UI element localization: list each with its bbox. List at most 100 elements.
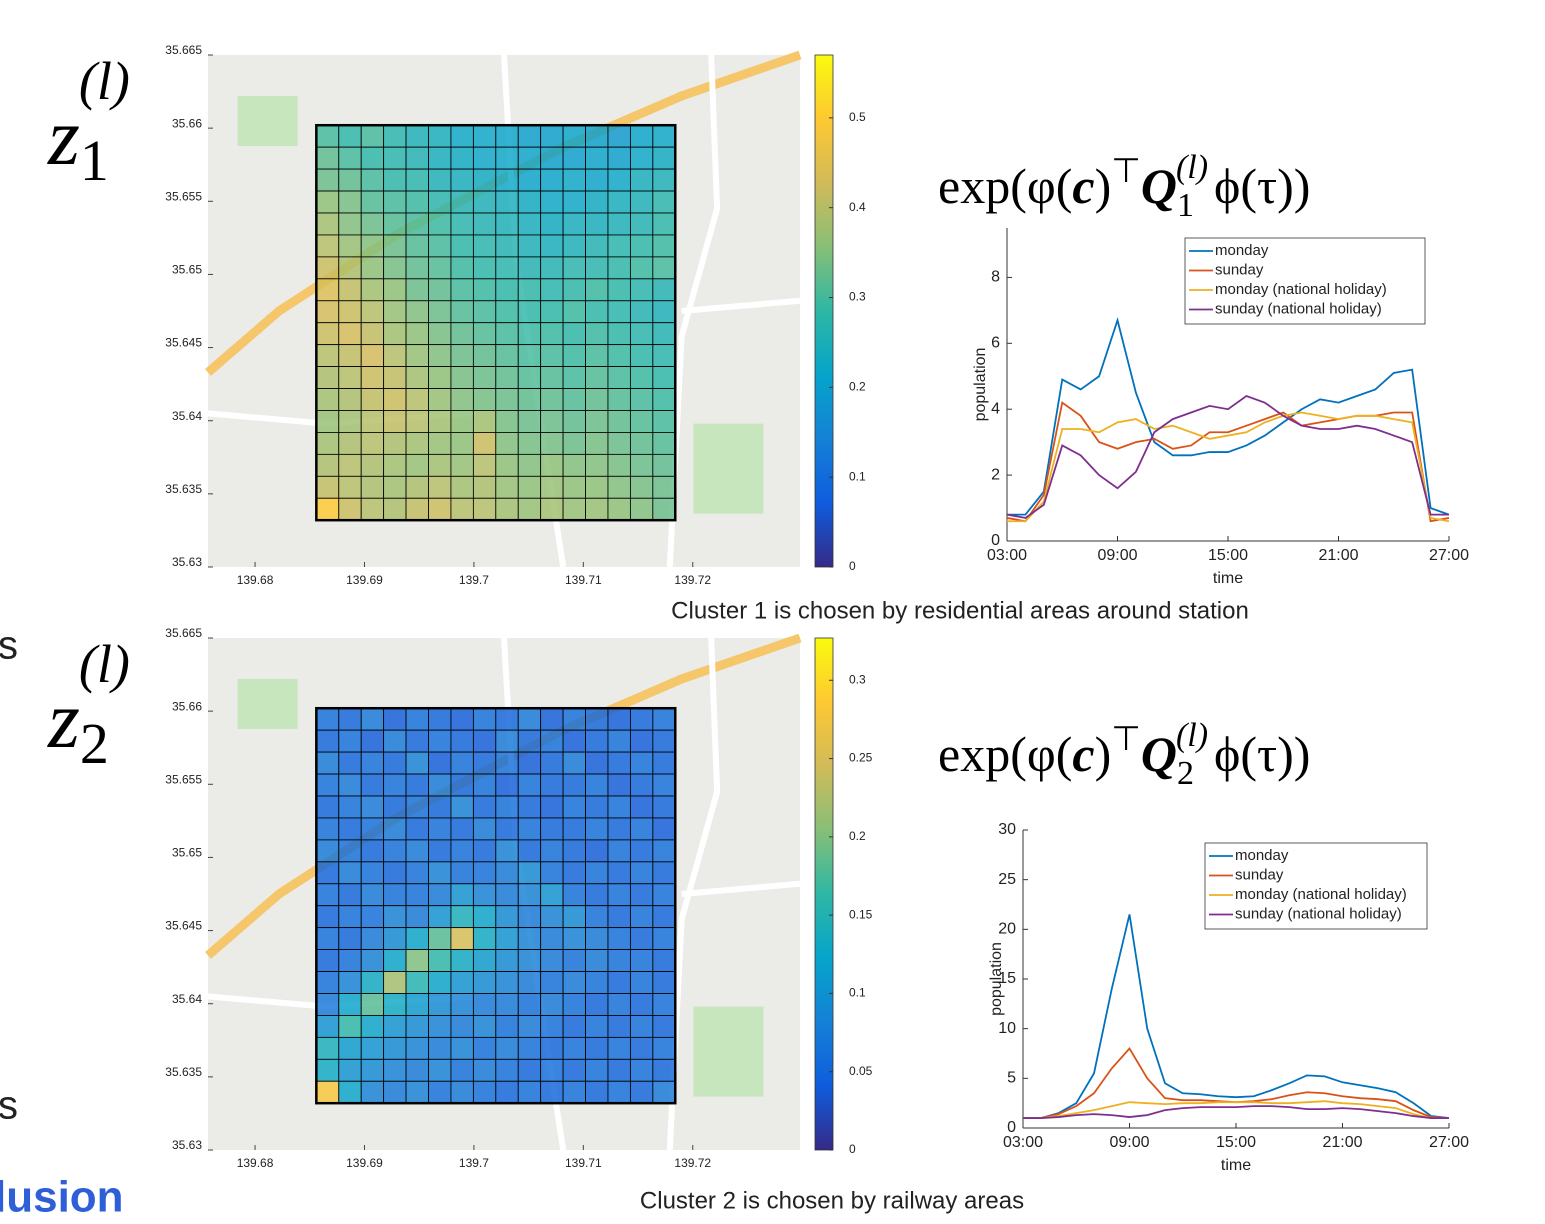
heat-cell (428, 707, 452, 731)
heat-cell (405, 322, 429, 346)
heat-cell (607, 1058, 631, 1082)
heat-cell (629, 388, 654, 411)
series-line (1006, 395, 1449, 519)
heat-cell (607, 388, 631, 411)
heat-cell (450, 168, 474, 192)
heat-cell (562, 344, 586, 367)
label-sub: 2 (80, 711, 109, 776)
heat-cell (652, 1058, 676, 1082)
heat-cell (315, 795, 340, 819)
heat-cell (315, 1036, 340, 1060)
heat-cell (405, 278, 429, 302)
formula-part: exp( (938, 158, 1027, 214)
formula-part: ⊤ (1111, 153, 1141, 190)
heat-cell (315, 212, 340, 236)
heat-cell (383, 366, 407, 389)
heat-cell (450, 861, 474, 885)
heat-cell (585, 905, 609, 929)
park (237, 95, 298, 146)
heat-cell (562, 1058, 586, 1082)
heat-cell (540, 949, 564, 972)
heat-cell (585, 497, 609, 521)
heat-cell (495, 1080, 519, 1104)
x-tick-label: 27:00 (1429, 547, 1469, 564)
heat-cell (517, 729, 542, 753)
heat-cell (360, 751, 385, 775)
colorbar-tick-label: 0.3 (849, 672, 866, 686)
heat-cell (652, 410, 676, 433)
heat-cell (338, 993, 362, 1016)
heat-cell (338, 234, 362, 258)
heat-cell (585, 993, 609, 1016)
heat-cell (562, 366, 586, 389)
heat-cell (607, 927, 631, 950)
heat-cell (472, 366, 497, 389)
heat-cell (450, 773, 474, 797)
heat-cell (315, 168, 340, 192)
heat-cell (629, 1058, 654, 1082)
heat-cell (585, 366, 609, 389)
heat-cell (472, 1080, 497, 1104)
heat-cell (428, 905, 452, 929)
heat-cell (338, 124, 362, 148)
heat-cell (360, 707, 385, 731)
heat-cell (540, 1015, 564, 1038)
legend-label: monday (national holiday) (1215, 281, 1387, 298)
heat-cell (495, 432, 519, 455)
heat-cell (517, 883, 542, 907)
heat-cell (450, 497, 474, 521)
heat-cell (629, 300, 654, 324)
heat-cell (495, 410, 519, 433)
label-sup: (l) (79, 51, 130, 111)
heat-cell (495, 366, 519, 389)
heat-cell (629, 949, 654, 972)
heat-cell (360, 1080, 385, 1104)
heat-cell (540, 344, 564, 367)
heat-cell (562, 971, 586, 994)
x-tick-label: 21:00 (1318, 547, 1358, 564)
heat-cell (562, 751, 586, 775)
heat-cell (562, 212, 586, 236)
x-tick-label: 15:00 (1216, 1134, 1256, 1151)
heat-cell (338, 366, 362, 389)
heat-cell (383, 453, 407, 477)
heat-cell (652, 453, 676, 477)
heat-cell (540, 971, 564, 994)
heat-cell (405, 1080, 429, 1104)
heat-cell (405, 993, 429, 1016)
heat-cell (450, 278, 474, 302)
heat-cell (360, 256, 385, 280)
heat-cell (315, 453, 340, 477)
heat-cell (472, 773, 497, 797)
heat-cell (562, 707, 586, 731)
heat-cell (428, 410, 452, 433)
heat-cell (315, 773, 340, 797)
heat-cell (428, 168, 452, 192)
heat-cell (652, 212, 676, 236)
heat-cell (450, 993, 474, 1016)
heat-cell (495, 883, 519, 907)
heat-cell (405, 475, 429, 499)
heat-cell (562, 278, 586, 302)
heat-cell (585, 432, 609, 455)
heat-cell (495, 773, 519, 797)
heat-cell (428, 993, 452, 1016)
heat-cell (383, 1080, 407, 1104)
x-tick-label: 27:00 (1429, 1134, 1469, 1151)
heat-cell (450, 322, 474, 346)
series-line (1023, 1100, 1449, 1119)
slide-fragment: s (0, 1084, 18, 1128)
heat-cell (562, 124, 586, 148)
y-tick-label: 35.645 (165, 336, 202, 350)
y-tick-label: 35.64 (172, 409, 202, 423)
heat-cell (517, 971, 542, 994)
heat-cell (495, 839, 519, 863)
heat-cell (383, 278, 407, 302)
legend (1204, 842, 1428, 930)
heat-cell (585, 344, 609, 367)
heat-cell (607, 497, 631, 521)
heat-cell (517, 366, 542, 389)
heat-cell (383, 861, 407, 885)
heat-cell (405, 971, 429, 994)
heat-cell (652, 905, 676, 929)
